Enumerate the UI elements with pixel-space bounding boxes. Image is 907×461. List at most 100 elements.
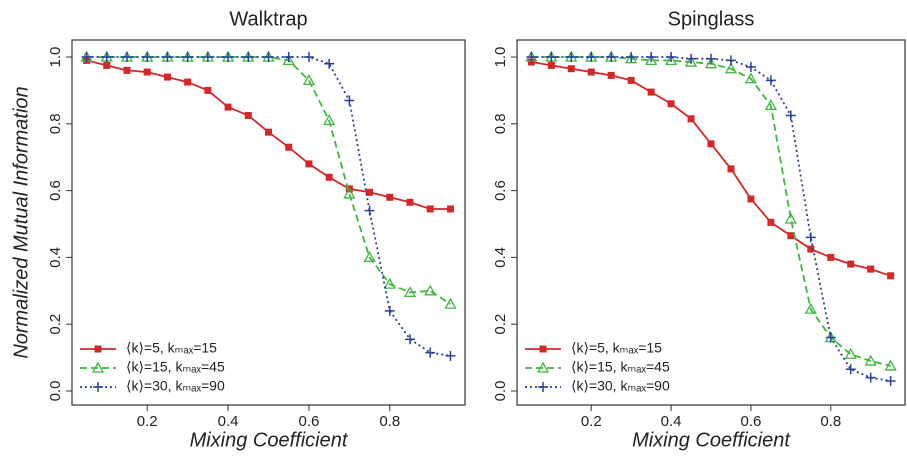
marker xyxy=(724,62,738,74)
y-tick-label: 0.2 xyxy=(47,314,64,335)
marker xyxy=(526,52,537,63)
series-line xyxy=(86,56,451,305)
y-tick-label: 0.4 xyxy=(47,247,64,268)
marker xyxy=(184,78,192,86)
marker xyxy=(767,218,775,226)
marker xyxy=(664,54,678,66)
marker xyxy=(684,55,698,67)
marker xyxy=(784,212,797,224)
marker xyxy=(645,54,658,66)
marker xyxy=(765,75,776,86)
marker xyxy=(366,188,374,196)
marker xyxy=(324,58,335,69)
marker xyxy=(567,65,575,73)
legend-label: ⟨k⟩=30, kₘₐₓ=90 xyxy=(571,378,670,394)
marker xyxy=(384,305,395,316)
marker xyxy=(81,52,92,63)
marker xyxy=(383,277,396,289)
series-line xyxy=(531,56,891,367)
marker xyxy=(884,359,897,371)
series-line xyxy=(86,56,451,357)
marker xyxy=(804,302,817,314)
marker xyxy=(547,61,555,69)
y-tick-label: 0.0 xyxy=(492,381,509,402)
x-axis-label: Mixing Coefficient xyxy=(190,429,349,451)
y-tick-label: 0.6 xyxy=(47,180,64,201)
marker xyxy=(363,251,376,263)
marker xyxy=(103,61,111,69)
x-tick-label: 0.8 xyxy=(379,413,400,430)
marker xyxy=(283,52,294,63)
series-line xyxy=(531,61,891,277)
marker xyxy=(263,52,274,63)
marker xyxy=(704,57,718,69)
marker xyxy=(403,286,417,298)
y-axis-label: Normalized Mutual Information xyxy=(10,86,32,358)
legend-label: ⟨k⟩=30, kₘₐₓ=90 xyxy=(126,378,225,394)
y-tick-label: 0.0 xyxy=(47,381,64,402)
marker xyxy=(445,350,456,361)
marker xyxy=(745,62,756,73)
legend-label: ⟨k⟩=5, kₘₐₓ=15 xyxy=(571,340,662,356)
marker xyxy=(323,114,336,126)
marker xyxy=(885,375,896,386)
marker xyxy=(343,187,356,199)
marker xyxy=(121,52,132,63)
marker xyxy=(303,52,314,63)
x-tick-label: 0.2 xyxy=(137,413,158,430)
marker xyxy=(444,297,457,309)
marker xyxy=(807,245,815,253)
marker xyxy=(666,52,677,63)
marker xyxy=(426,205,434,213)
legend-marker xyxy=(91,361,105,373)
marker xyxy=(546,52,557,63)
plot-frame xyxy=(71,39,466,406)
marker xyxy=(887,272,895,280)
marker xyxy=(305,160,313,168)
marker xyxy=(446,205,454,213)
chart-title: Spinglass xyxy=(668,8,755,30)
marker xyxy=(687,115,695,123)
legend-label: ⟨k⟩=15, kₘₐₓ=45 xyxy=(126,359,225,375)
marker xyxy=(845,364,856,375)
marker xyxy=(647,88,655,96)
x-tick-label: 0.4 xyxy=(218,413,239,430)
marker xyxy=(424,284,437,296)
marker xyxy=(142,52,153,63)
marker xyxy=(265,128,272,136)
marker xyxy=(607,71,615,79)
legend-marker xyxy=(93,382,103,392)
x-tick-label: 0.6 xyxy=(299,413,320,430)
marker xyxy=(626,52,637,63)
marker xyxy=(425,347,436,358)
marker xyxy=(405,334,416,345)
marker xyxy=(844,347,857,359)
y-tick-label: 0.6 xyxy=(492,180,509,201)
marker xyxy=(625,52,638,64)
x-tick-label: 0.2 xyxy=(581,413,602,430)
marker xyxy=(586,52,597,63)
marker xyxy=(244,111,252,119)
marker xyxy=(725,55,736,66)
marker xyxy=(243,52,254,63)
marker xyxy=(707,140,715,148)
marker xyxy=(163,73,171,81)
marker xyxy=(747,195,755,203)
marker xyxy=(864,354,877,366)
legend-label: ⟨k⟩=15, kₘₐₓ=45 xyxy=(571,359,670,375)
marker xyxy=(785,110,796,121)
y-tick-label: 1.0 xyxy=(492,47,509,68)
marker xyxy=(686,53,697,64)
marker xyxy=(825,332,836,343)
marker xyxy=(865,372,876,383)
marker xyxy=(204,86,212,94)
plot-frame xyxy=(516,39,906,406)
legend-label: ⟨k⟩=5, kₘₐₓ=15 xyxy=(126,340,217,356)
marker xyxy=(123,66,131,74)
marker xyxy=(867,265,875,273)
marker xyxy=(587,68,595,76)
marker xyxy=(285,143,293,151)
marker xyxy=(667,100,675,108)
series-line xyxy=(531,56,891,382)
